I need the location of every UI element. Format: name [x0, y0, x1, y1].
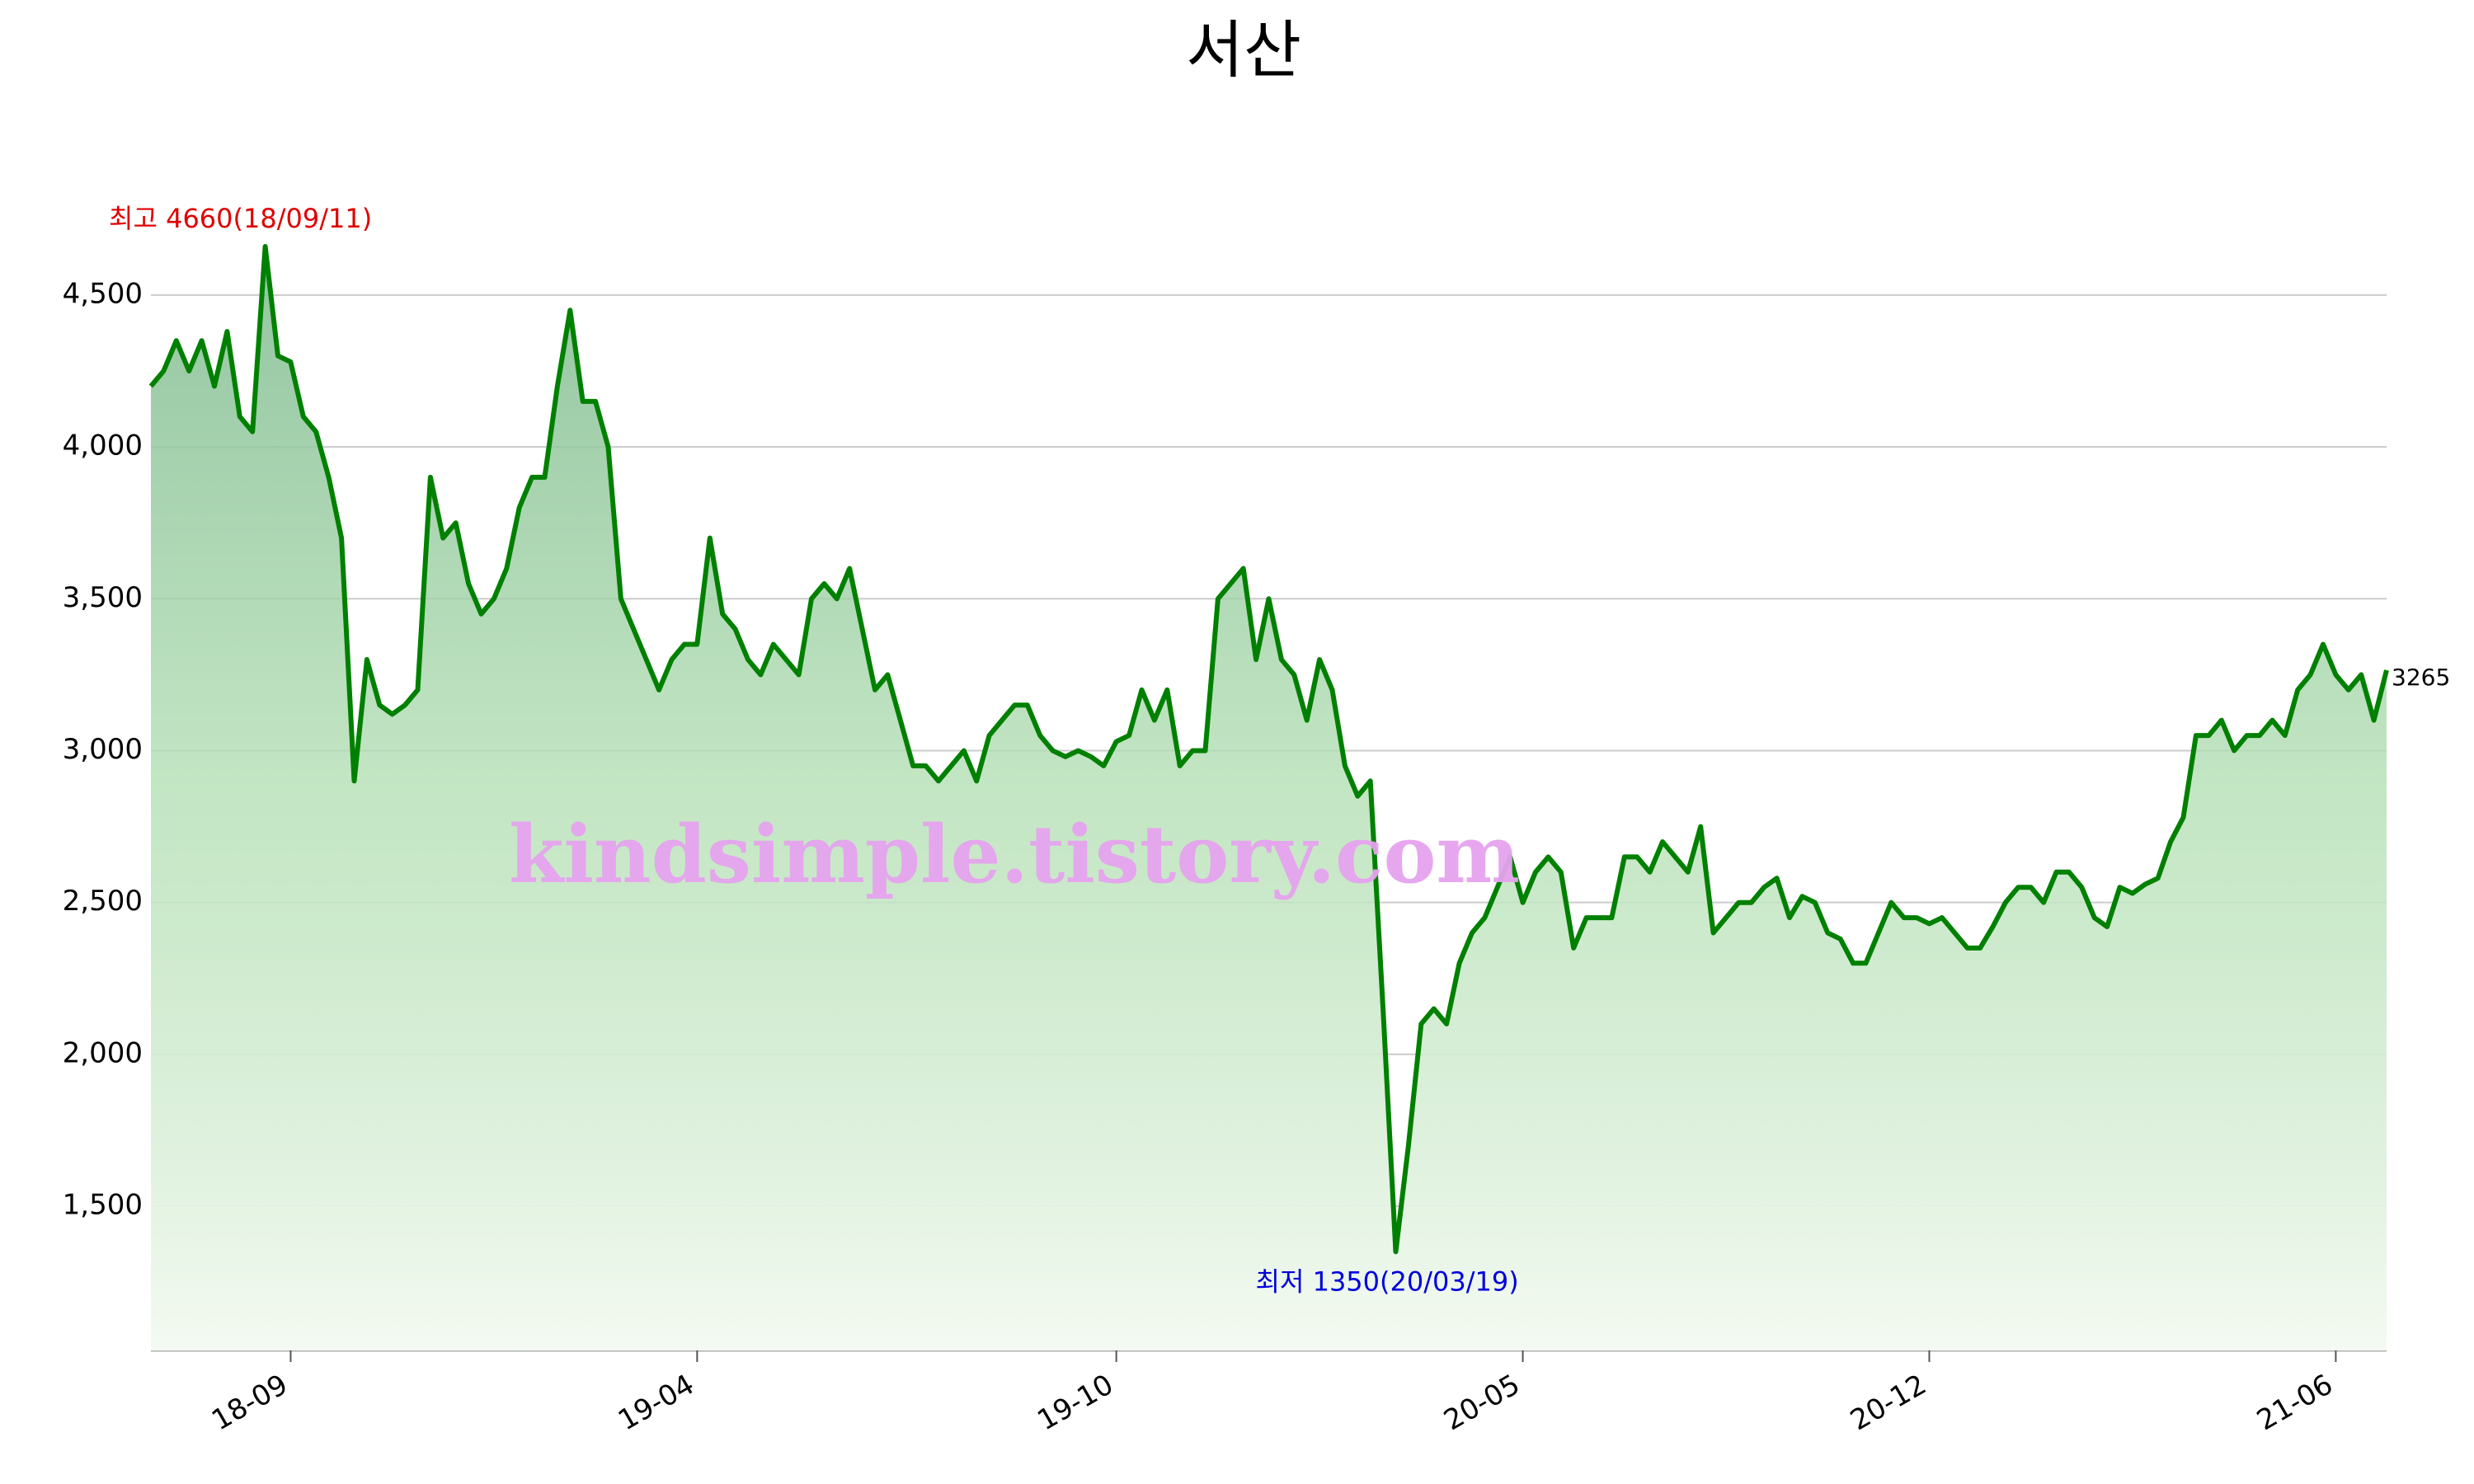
y-tick-label: 3,500: [63, 581, 143, 614]
x-tick-label: 20-12: [1845, 1368, 1932, 1437]
x-tick-label: 18-09: [206, 1368, 294, 1437]
y-tick-label: 1,500: [63, 1189, 143, 1222]
max-annotation: 최고 4660(18/09/11): [109, 203, 372, 234]
chart-title: 서산: [1186, 13, 1301, 87]
y-tick-label: 2,500: [63, 885, 143, 918]
x-tick-label: 21-06: [2251, 1368, 2339, 1437]
y-tick-label: 4,500: [63, 277, 143, 310]
x-tick-label: 20-05: [1438, 1368, 1526, 1437]
area: [151, 247, 2387, 1350]
y-tick-label: 3,000: [63, 733, 143, 766]
x-tick-label: 19-04: [613, 1368, 700, 1437]
y-tick-label: 4,000: [63, 430, 143, 463]
x-tick-label: 19-10: [1032, 1368, 1119, 1437]
min-annotation: 최저 1350(20/03/19): [1256, 1266, 1519, 1297]
watermark: kindsimple.tistory.com: [509, 808, 1520, 901]
last-value-label: 3265: [2392, 664, 2450, 691]
y-tick-label: 2,000: [63, 1036, 143, 1069]
line: [148, 244, 2389, 1255]
